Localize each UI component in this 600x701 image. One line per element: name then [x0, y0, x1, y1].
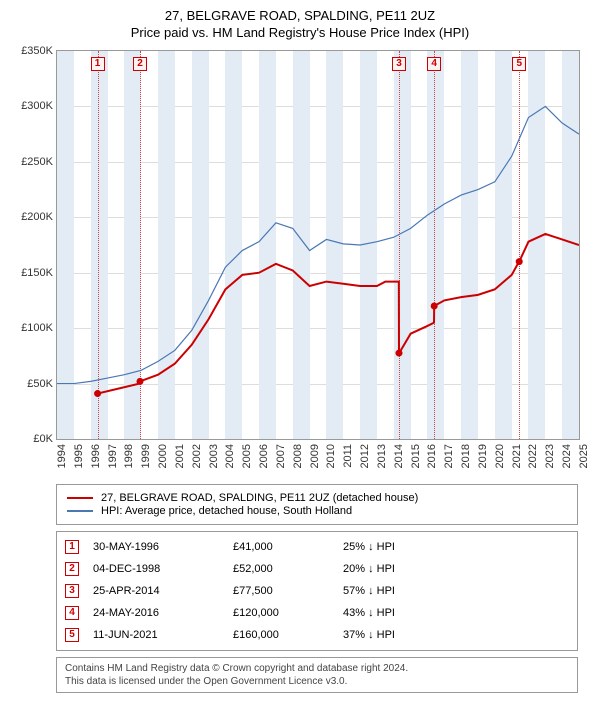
table-row: 511-JUN-2021£160,00037% ↓ HPI — [65, 624, 569, 646]
x-tick-label: 2016 — [426, 444, 438, 468]
sales-table: 130-MAY-1996£41,00025% ↓ HPI204-DEC-1998… — [56, 531, 578, 651]
x-tick-label: 2013 — [376, 444, 388, 468]
x-tick-label: 2021 — [511, 444, 523, 468]
x-tick-label: 2015 — [410, 444, 422, 468]
legend: 27, BELGRAVE ROAD, SPALDING, PE11 2UZ (d… — [56, 484, 578, 525]
y-tick-label: £50K — [27, 378, 53, 390]
y-tick-label: £150K — [21, 267, 53, 279]
x-tick-label: 1997 — [107, 444, 119, 468]
footer-line: This data is licensed under the Open Gov… — [65, 675, 569, 688]
x-tick-label: 2001 — [174, 444, 186, 468]
table-row: 204-DEC-1998£52,00020% ↓ HPI — [65, 558, 569, 580]
x-tick-label: 2024 — [561, 444, 573, 468]
x-tick-label: 2017 — [443, 444, 455, 468]
x-tick-label: 1994 — [56, 444, 68, 468]
x-tick-label: 2012 — [359, 444, 371, 468]
y-tick-label: £250K — [21, 156, 53, 168]
table-row: 130-MAY-1996£41,00025% ↓ HPI — [65, 536, 569, 558]
y-tick-label: £200K — [21, 211, 53, 223]
x-tick-label: 2019 — [477, 444, 489, 468]
x-tick-label: 2003 — [208, 444, 220, 468]
y-tick-label: £350K — [21, 45, 53, 57]
x-tick-label: 1996 — [90, 444, 102, 468]
x-tick-label: 2007 — [275, 444, 287, 468]
x-tick-label: 2018 — [460, 444, 472, 468]
table-row: 424-MAY-2016£120,00043% ↓ HPI — [65, 602, 569, 624]
y-tick-label: £0K — [33, 433, 53, 445]
x-tick-label: 2011 — [342, 444, 354, 468]
x-tick-label: 1995 — [73, 444, 85, 468]
x-tick-label: 1999 — [140, 444, 152, 468]
chart-plot: £0K£50K£100K£150K£200K£250K£300K£350K123… — [56, 50, 580, 440]
x-tick-label: 2005 — [241, 444, 253, 468]
y-tick-label: £300K — [21, 100, 53, 112]
y-tick-label: £100K — [21, 322, 53, 334]
x-tick-label: 2004 — [224, 444, 236, 468]
chart-subtitle: Price paid vs. HM Land Registry's House … — [12, 25, 588, 40]
x-axis: 1994 1995 1996 1997 1998 1999 2000 2001 2002 2003… — [56, 440, 580, 476]
footer-line: Contains HM Land Registry data © Crown c… — [65, 662, 569, 675]
x-tick-label: 1998 — [123, 444, 135, 468]
x-tick-label: 2006 — [258, 444, 270, 468]
legend-item: HPI: Average price, detached house, Sout… — [67, 505, 567, 517]
legend-item: 27, BELGRAVE ROAD, SPALDING, PE11 2UZ (d… — [67, 492, 567, 504]
x-tick-label: 2014 — [393, 444, 405, 468]
chart-title: 27, BELGRAVE ROAD, SPALDING, PE11 2UZ — [12, 8, 588, 23]
x-tick-label: 2025 — [578, 444, 590, 468]
footer: Contains HM Land Registry data © Crown c… — [56, 657, 578, 693]
x-tick-label: 2008 — [292, 444, 304, 468]
table-row: 325-APR-2014£77,50057% ↓ HPI — [65, 580, 569, 602]
x-tick-label: 2000 — [157, 444, 169, 468]
x-tick-label: 2010 — [325, 444, 337, 468]
x-tick-label: 2022 — [527, 444, 539, 468]
x-tick-label: 2020 — [494, 444, 506, 468]
x-tick-label: 2009 — [309, 444, 321, 468]
x-tick-label: 2023 — [544, 444, 556, 468]
x-tick-label: 2002 — [191, 444, 203, 468]
